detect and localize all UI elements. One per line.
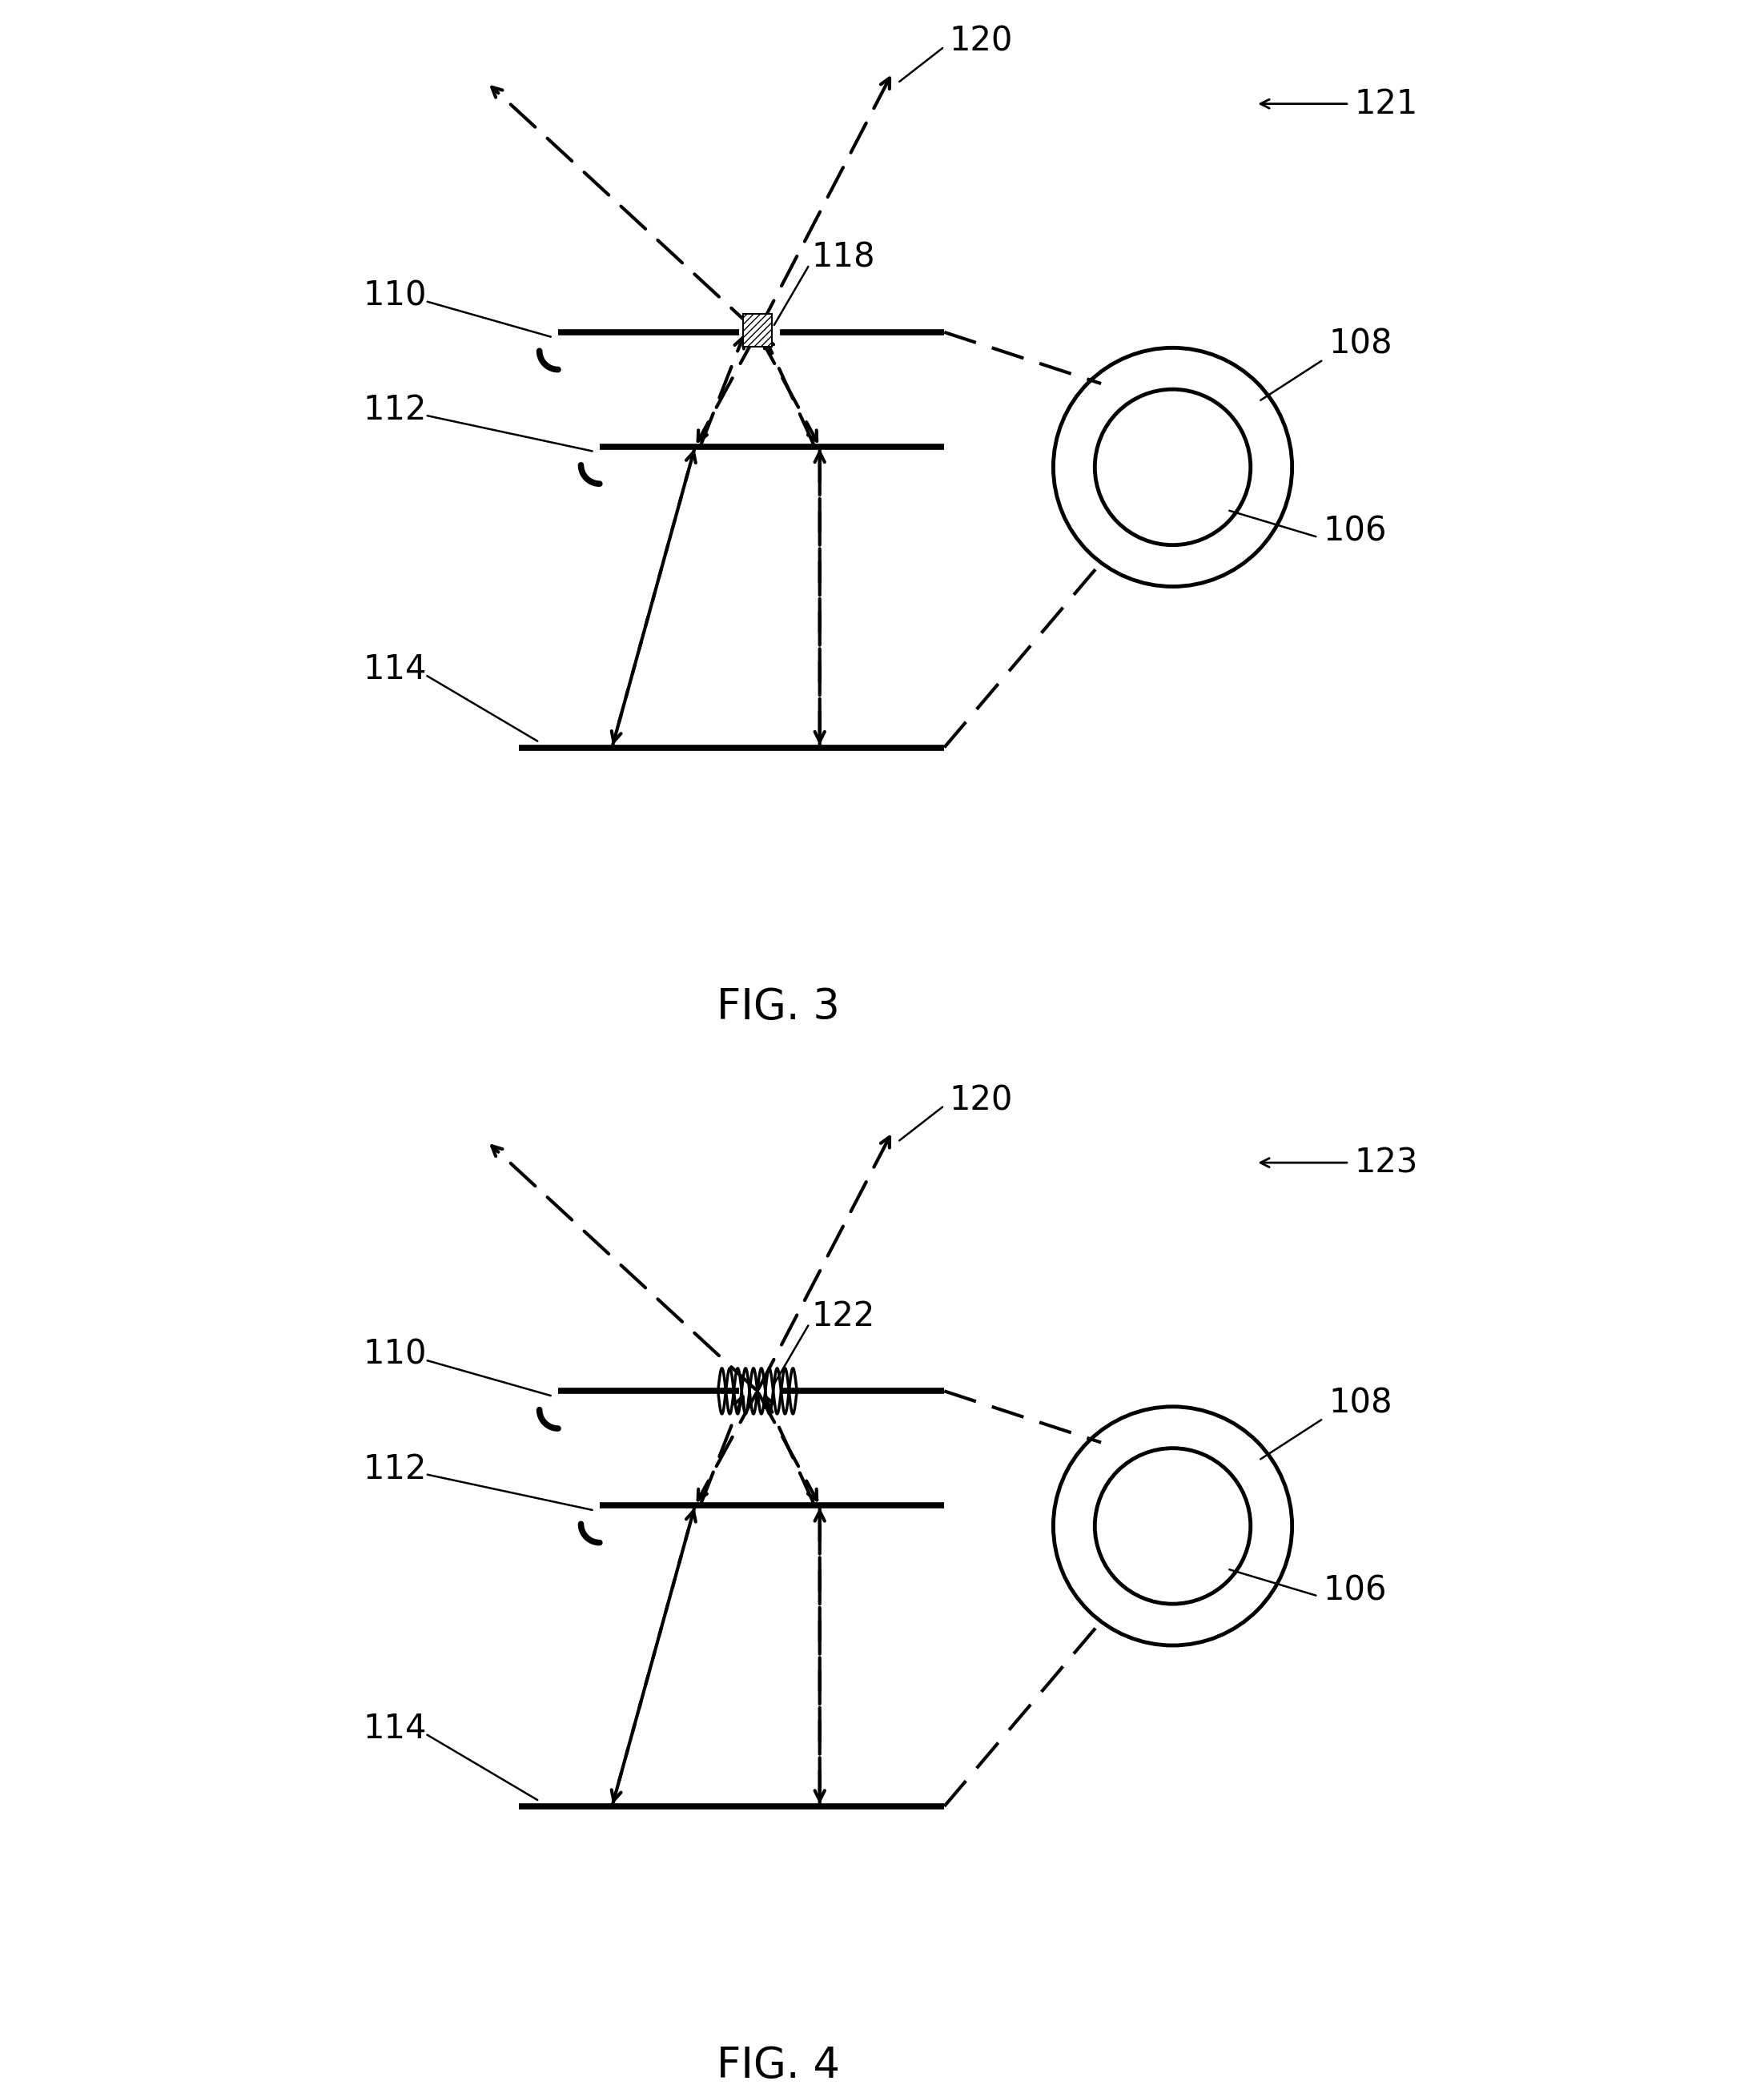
Text: 123: 123 [1355, 1145, 1418, 1179]
Text: 114: 114 [363, 652, 427, 686]
Text: 108: 108 [1328, 1386, 1392, 1420]
Text: 120: 120 [949, 1084, 1013, 1118]
Text: 122: 122 [811, 1300, 875, 1334]
Bar [743, 315, 773, 346]
Text: 112: 112 [363, 1451, 427, 1487]
Text: FIG. 3: FIG. 3 [716, 986, 840, 1028]
Text: 106: 106 [1323, 1573, 1387, 1606]
Text: 106: 106 [1323, 514, 1387, 547]
Text: 112: 112 [363, 394, 427, 428]
Text: FIG. 4: FIG. 4 [716, 2045, 840, 2087]
Text: 114: 114 [363, 1711, 427, 1745]
Text: 121: 121 [1355, 86, 1418, 122]
Text: 110: 110 [363, 279, 427, 312]
Text: 108: 108 [1328, 327, 1392, 361]
Text: 118: 118 [811, 241, 875, 275]
Text: 120: 120 [949, 25, 1013, 59]
Text: 110: 110 [363, 1338, 427, 1371]
